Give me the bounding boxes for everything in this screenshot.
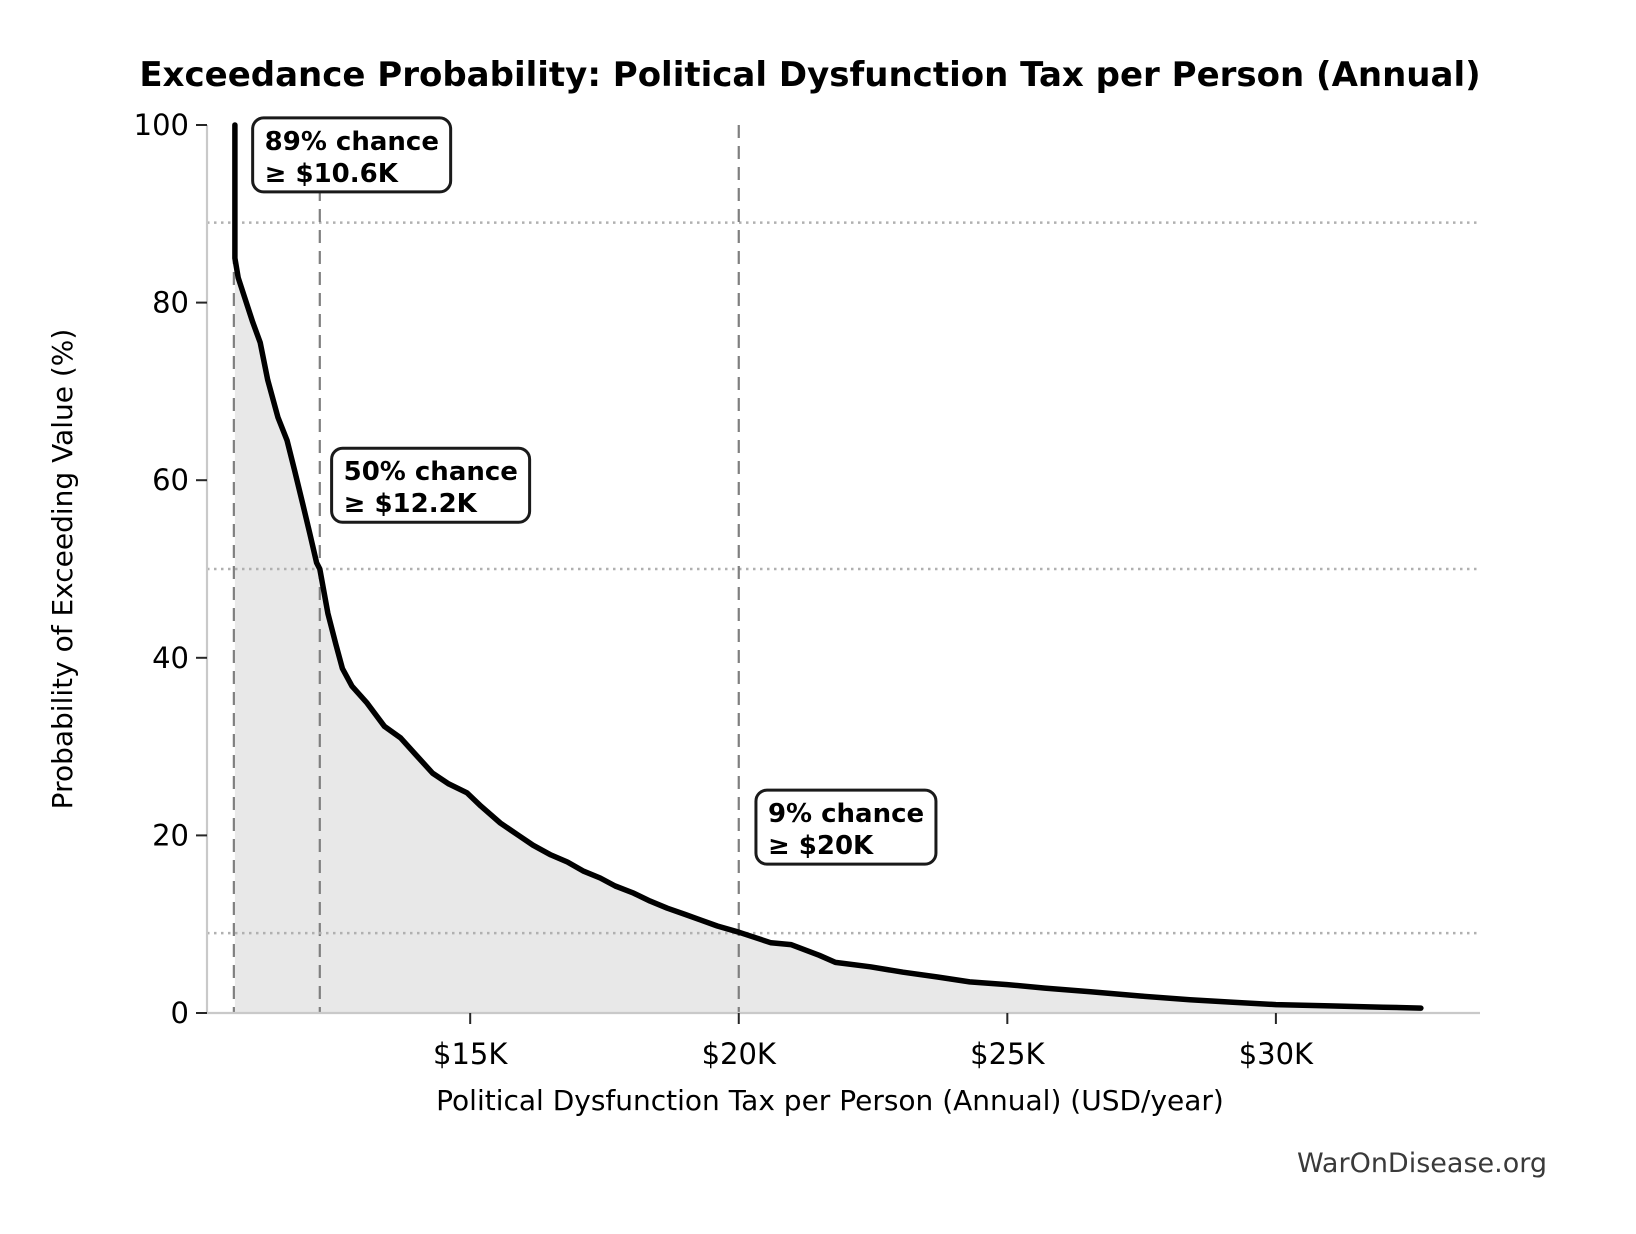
annotation-line-1: 89% chance <box>265 127 439 157</box>
y-tick-label-20: 20 <box>152 818 189 852</box>
y-tick-label-0: 0 <box>171 996 189 1030</box>
y-tick-label-80: 80 <box>152 286 189 320</box>
y-tick-label-100: 100 <box>134 108 189 142</box>
annotation-line-2: ≥ $20K <box>768 831 874 861</box>
annotation-89pct-chance: 89% chance≥ $10.6K <box>251 116 453 194</box>
annotation-line-1: 9% chance <box>768 799 924 829</box>
annotation-line-2: ≥ $10.6K <box>265 159 399 189</box>
curve-area-fill <box>234 125 1421 1013</box>
exceedance-curve <box>232 122 1424 1011</box>
x-tick-label-15k: $15K <box>433 1037 508 1071</box>
x-tick-label-25k: $25K <box>970 1037 1045 1071</box>
y-axis-label: Probability of Exceeding Value (%) <box>46 329 79 810</box>
annotation-50pct-chance: 50% chance≥ $12.2K <box>330 446 532 524</box>
annotation-box <box>251 116 453 194</box>
watermark-text: WarOnDisease.org <box>1297 1148 1547 1179</box>
annotation-line-1: 50% chance <box>344 457 518 487</box>
chart-title: Exceedance Probability: Political Dysfun… <box>139 55 1480 95</box>
x-tick-label-20k: $20K <box>702 1037 777 1071</box>
y-tick-label-60: 60 <box>152 463 189 497</box>
annotation-box <box>330 446 532 524</box>
annotation-line-2: ≥ $12.2K <box>344 489 478 519</box>
x-axis-label: Political Dysfunction Tax per Person (An… <box>436 1084 1224 1117</box>
x-tick-label-30k: $30K <box>1239 1037 1314 1071</box>
annotation-box <box>754 788 938 866</box>
annotation-9pct-chance: 9% chance≥ $20K <box>754 788 938 866</box>
y-tick-label-40: 40 <box>152 641 189 675</box>
